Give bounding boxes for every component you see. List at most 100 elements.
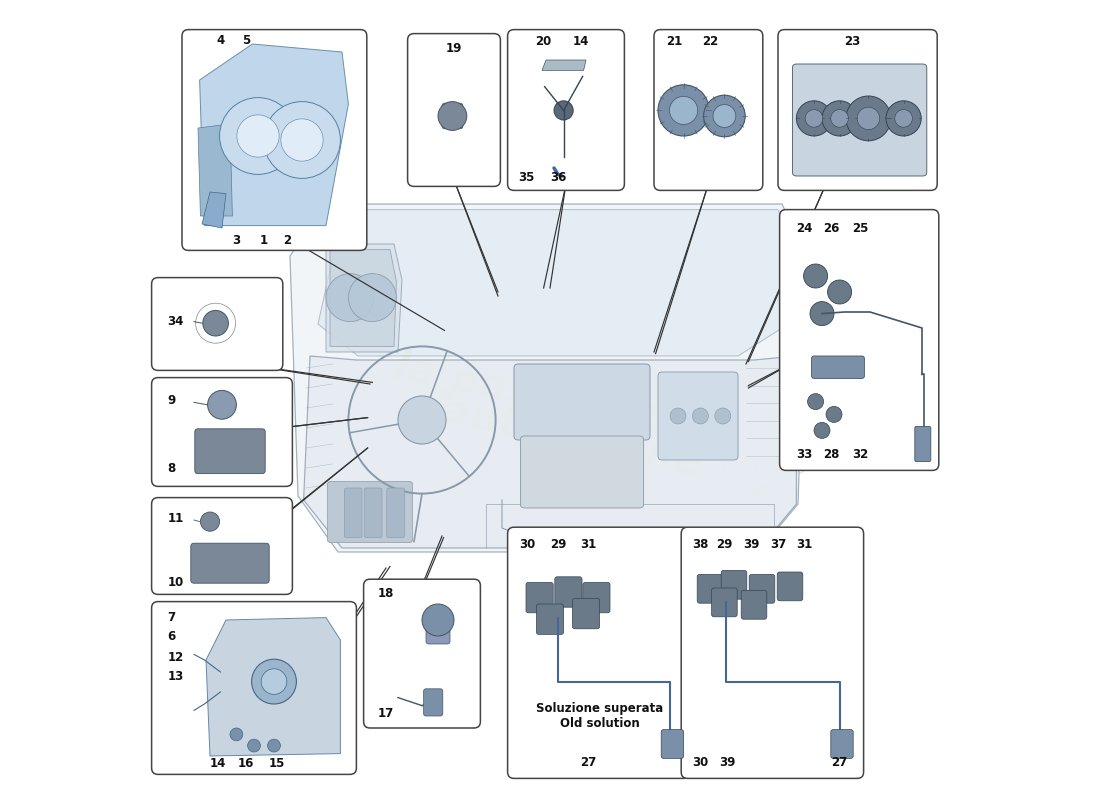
FancyBboxPatch shape xyxy=(364,579,481,728)
Circle shape xyxy=(220,98,296,174)
FancyBboxPatch shape xyxy=(712,588,737,617)
FancyBboxPatch shape xyxy=(654,30,762,190)
Text: 37: 37 xyxy=(771,538,786,550)
FancyBboxPatch shape xyxy=(408,34,501,186)
Text: 36: 36 xyxy=(550,171,566,184)
Circle shape xyxy=(807,394,824,410)
Circle shape xyxy=(827,280,851,304)
Circle shape xyxy=(822,101,857,136)
FancyBboxPatch shape xyxy=(442,103,463,129)
Text: 18: 18 xyxy=(378,587,395,600)
Circle shape xyxy=(422,604,454,636)
Circle shape xyxy=(804,264,827,288)
FancyBboxPatch shape xyxy=(152,602,356,774)
Circle shape xyxy=(438,102,466,130)
Text: 38: 38 xyxy=(692,538,708,550)
FancyBboxPatch shape xyxy=(661,730,683,758)
Circle shape xyxy=(208,390,236,419)
Circle shape xyxy=(670,408,686,424)
Text: 14: 14 xyxy=(572,35,588,48)
FancyBboxPatch shape xyxy=(426,618,450,644)
Polygon shape xyxy=(318,210,794,356)
Text: 28: 28 xyxy=(824,448,839,461)
FancyBboxPatch shape xyxy=(328,482,412,542)
FancyBboxPatch shape xyxy=(681,527,864,778)
Text: 21: 21 xyxy=(666,35,682,48)
Text: 2: 2 xyxy=(284,234,292,246)
Text: 29: 29 xyxy=(716,538,733,550)
Circle shape xyxy=(280,119,323,161)
Circle shape xyxy=(398,396,446,444)
FancyBboxPatch shape xyxy=(554,577,582,607)
Text: 1: 1 xyxy=(260,234,267,246)
Text: 30: 30 xyxy=(692,756,708,769)
Polygon shape xyxy=(199,44,349,226)
FancyBboxPatch shape xyxy=(424,689,443,716)
Circle shape xyxy=(826,406,842,422)
Circle shape xyxy=(796,101,832,136)
FancyBboxPatch shape xyxy=(572,598,600,629)
Text: 17: 17 xyxy=(378,707,394,720)
FancyBboxPatch shape xyxy=(722,570,747,599)
Text: 16: 16 xyxy=(238,757,254,770)
Text: 25: 25 xyxy=(852,222,869,234)
Text: lautomobile: lautomobile xyxy=(426,386,707,486)
Text: 27: 27 xyxy=(581,756,596,769)
Circle shape xyxy=(202,310,229,336)
FancyBboxPatch shape xyxy=(741,590,767,619)
FancyBboxPatch shape xyxy=(182,30,366,250)
Text: 39: 39 xyxy=(719,756,736,769)
FancyBboxPatch shape xyxy=(152,278,283,370)
Circle shape xyxy=(846,96,891,141)
Circle shape xyxy=(894,110,912,127)
Text: 33: 33 xyxy=(796,448,813,461)
Polygon shape xyxy=(206,618,340,756)
Circle shape xyxy=(230,728,243,741)
Text: 31: 31 xyxy=(581,538,596,550)
Text: 4: 4 xyxy=(217,34,224,47)
Text: Soluzione superata
Old solution: Soluzione superata Old solution xyxy=(536,702,663,730)
Circle shape xyxy=(857,107,880,130)
FancyBboxPatch shape xyxy=(697,574,723,603)
Circle shape xyxy=(715,408,730,424)
Text: 20: 20 xyxy=(536,35,552,48)
Text: 35: 35 xyxy=(518,171,535,184)
FancyBboxPatch shape xyxy=(387,488,405,538)
Circle shape xyxy=(713,105,736,127)
Circle shape xyxy=(261,669,287,694)
FancyBboxPatch shape xyxy=(915,426,931,462)
Text: 24: 24 xyxy=(796,222,813,234)
FancyBboxPatch shape xyxy=(792,64,927,176)
Text: 6: 6 xyxy=(167,630,176,642)
Circle shape xyxy=(349,274,396,322)
Text: 3: 3 xyxy=(232,234,241,246)
FancyBboxPatch shape xyxy=(152,378,293,486)
FancyBboxPatch shape xyxy=(583,582,610,613)
FancyBboxPatch shape xyxy=(537,604,563,634)
Circle shape xyxy=(248,739,261,752)
Polygon shape xyxy=(326,244,402,352)
Polygon shape xyxy=(304,356,796,548)
Text: 26: 26 xyxy=(824,222,839,234)
Circle shape xyxy=(830,110,848,127)
FancyBboxPatch shape xyxy=(526,582,553,613)
Text: 14: 14 xyxy=(210,757,227,770)
Circle shape xyxy=(267,739,280,752)
Text: 27: 27 xyxy=(832,756,848,769)
Circle shape xyxy=(814,422,830,438)
FancyBboxPatch shape xyxy=(344,488,362,538)
Text: 39: 39 xyxy=(744,538,760,550)
Polygon shape xyxy=(330,250,396,346)
Polygon shape xyxy=(202,192,226,228)
Text: 30: 30 xyxy=(519,538,536,550)
Circle shape xyxy=(805,110,823,127)
Text: 22: 22 xyxy=(702,35,718,48)
Text: 11: 11 xyxy=(167,512,184,525)
FancyBboxPatch shape xyxy=(195,429,265,474)
Circle shape xyxy=(200,512,220,531)
Circle shape xyxy=(704,95,745,137)
FancyBboxPatch shape xyxy=(749,574,774,603)
Circle shape xyxy=(658,85,710,136)
FancyBboxPatch shape xyxy=(507,527,690,778)
Circle shape xyxy=(252,659,296,704)
